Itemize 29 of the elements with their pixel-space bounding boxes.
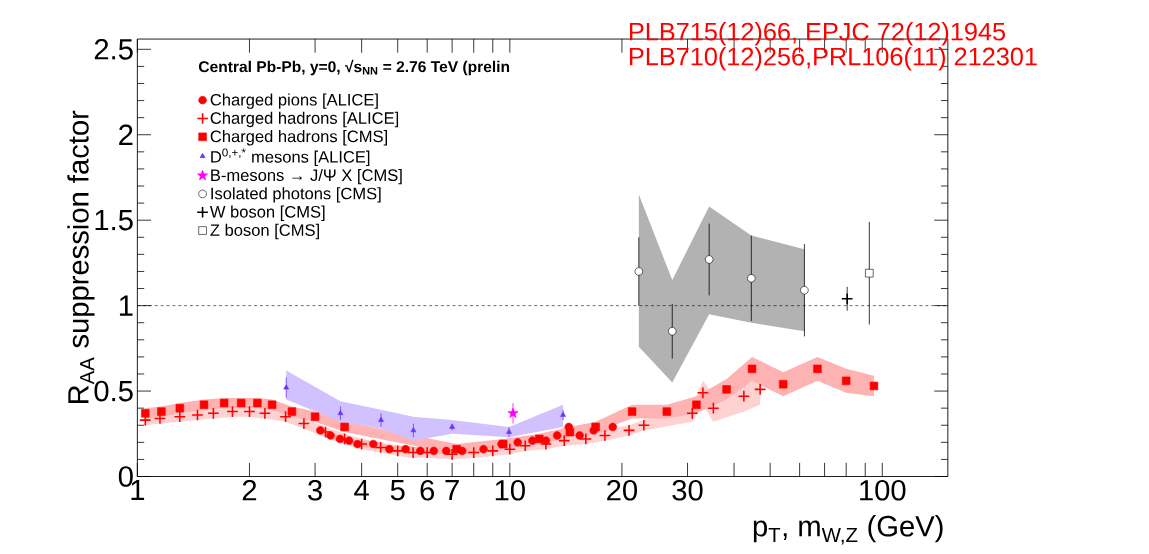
legend-label: Charged hadrons [CMS] xyxy=(210,130,387,146)
y-tick-label: 1.5 xyxy=(95,210,133,231)
legend-label: D$^{0,+,*}$ mesons [ALICE] xyxy=(211,148,370,167)
y-tick-label: 2 xyxy=(119,124,133,146)
y-axis-title: R$_{AA}$ suppression factor xyxy=(67,110,95,404)
x-tick-label: 30 xyxy=(672,480,703,501)
annotation: PLB710(12)256,PRL106(11) 212301 xyxy=(629,47,1037,71)
x-tick-label: 7 xyxy=(445,480,459,501)
x-tick-label: 6 xyxy=(420,480,435,501)
legend-label: B-mesons → J/Ψ X [CMS] xyxy=(211,169,402,185)
x-tick-label: 2 xyxy=(242,480,257,501)
legend-label: Charged hadrons [ALICE] xyxy=(210,111,399,128)
annotation: Central Pb-Pb, y=0, √s$_{NN}$ = 2.76 TeV (prelin xyxy=(198,59,510,76)
legend-label: Charged pions [ALICE] xyxy=(210,93,378,110)
x-tick-label: 100 xyxy=(860,480,906,501)
legend-label: Z boson [CMS] xyxy=(210,224,319,240)
x-tick-label: 4 xyxy=(354,480,369,501)
legend-label: W boson [CMS] xyxy=(209,205,325,222)
x-tick-label: 20 xyxy=(607,480,638,501)
x-tick-label: 5 xyxy=(390,480,405,501)
legend-label: Isolated photons [CMS] xyxy=(211,187,381,203)
x-tick-label: 3 xyxy=(308,480,322,501)
x-tick-label: 10 xyxy=(495,480,525,501)
y-tick-label: 0.5 xyxy=(94,380,133,402)
annotation: PLB715(12)66, EPJC 72(12)1945 xyxy=(629,22,1005,46)
y-tick-label: 0 xyxy=(118,466,133,488)
y-tick-label: 1 xyxy=(119,295,133,316)
y-tick-label: 2.5 xyxy=(94,39,133,60)
x-axis-title: p$_{T}$, m$_{W,Z}$ (GeV) xyxy=(753,515,943,545)
